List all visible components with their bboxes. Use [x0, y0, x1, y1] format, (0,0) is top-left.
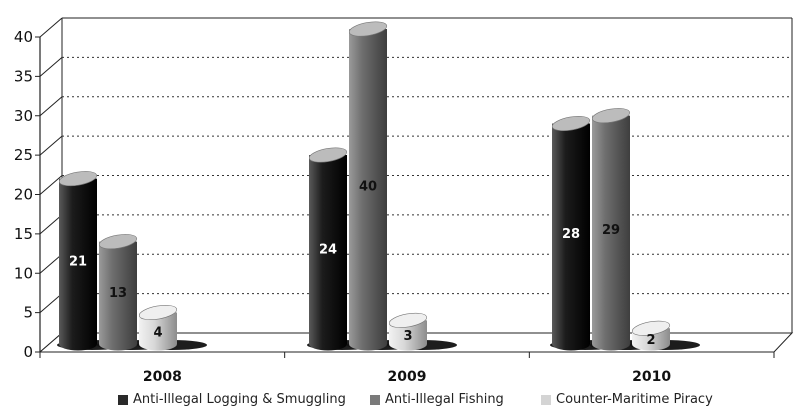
bar-body	[59, 178, 97, 351]
bar-body	[349, 29, 387, 351]
legend-swatch-fishing	[370, 394, 380, 405]
y-tick-label-0: 0	[23, 343, 33, 361]
wall-connector	[39, 293, 63, 314]
bar-layer	[57, 21, 700, 351]
x-category-label-2008: 2008	[143, 369, 182, 385]
bar-body	[389, 320, 427, 351]
x-category-label-2010: 2010	[632, 369, 671, 385]
bar-top	[138, 304, 178, 321]
y-tick-label-20: 20	[14, 186, 33, 204]
bar-body	[309, 155, 347, 351]
wall-connector	[39, 253, 63, 274]
wall-connector	[39, 135, 63, 156]
bar-body	[99, 241, 137, 351]
legend-label-piracy: Counter-Maritime Piracy	[556, 392, 713, 407]
y-tick-label-30: 30	[14, 107, 33, 125]
bar-2008-piracy	[137, 304, 207, 351]
axis-layer: 0 5 10 15 20 25 30 35 40	[14, 28, 775, 361]
wall-connector	[39, 96, 63, 117]
data-label-2008-2: 4	[153, 325, 162, 340]
data-label-2008-1: 13	[109, 286, 127, 301]
data-label-2010-2: 2	[646, 333, 655, 348]
legend-swatch-logging	[118, 394, 128, 405]
x-category-label-2009: 2009	[388, 369, 427, 385]
bar-top	[388, 312, 428, 328]
bar-top	[98, 234, 138, 250]
bar-top	[348, 21, 388, 37]
bar-body	[592, 115, 630, 351]
bar-body	[139, 312, 177, 351]
bar-2010-fishing	[590, 108, 660, 351]
data-label-2009-0: 24	[319, 243, 337, 258]
wall-connector	[39, 175, 63, 195]
y-tick-label-15: 15	[14, 225, 33, 243]
y-tick-label-10: 10	[14, 264, 33, 282]
data-label-2009-1: 40	[359, 180, 377, 195]
legend-item-logging: Anti-Illegal Logging & Smuggling	[118, 392, 346, 407]
bar-top	[631, 320, 671, 336]
wall-connector	[39, 56, 63, 77]
legend-label-logging: Anti-Illegal Logging & Smuggling	[133, 392, 346, 407]
y-tick-label-5: 5	[23, 304, 33, 322]
bar-top	[591, 108, 631, 124]
label-layer: 2008 2009 2010 21 13 4 24 40 3 28 29 2	[69, 180, 671, 386]
y-tick-label-25: 25	[14, 146, 33, 164]
bar-body	[552, 123, 590, 351]
bar-top	[308, 147, 348, 163]
legend-swatch-piracy	[541, 394, 551, 405]
data-label-2008-0: 21	[69, 254, 87, 269]
data-label-2009-2: 3	[403, 329, 412, 344]
grid-layer	[38, 17, 794, 353]
data-label-2010-1: 29	[602, 223, 620, 238]
legend: Anti-Illegal Logging & Smuggling Anti-Il…	[0, 392, 794, 412]
legend-label-fishing: Anti-Illegal Fishing	[385, 392, 504, 407]
bar-2010-piracy	[630, 320, 700, 351]
legend-item-fishing: Anti-Illegal Fishing	[370, 392, 504, 407]
y-tick-label-35: 35	[14, 67, 33, 85]
data-label-2010-0: 28	[562, 227, 580, 242]
wall-connector	[39, 17, 63, 38]
bar-2009-fishing	[347, 21, 417, 351]
bar-2009-piracy	[387, 312, 457, 351]
y-tick-label-40: 40	[14, 28, 33, 46]
bar-top	[58, 171, 98, 187]
bar-top	[551, 115, 591, 132]
wall-connector	[39, 214, 63, 235]
legend-item-piracy: Counter-Maritime Piracy	[541, 392, 713, 407]
